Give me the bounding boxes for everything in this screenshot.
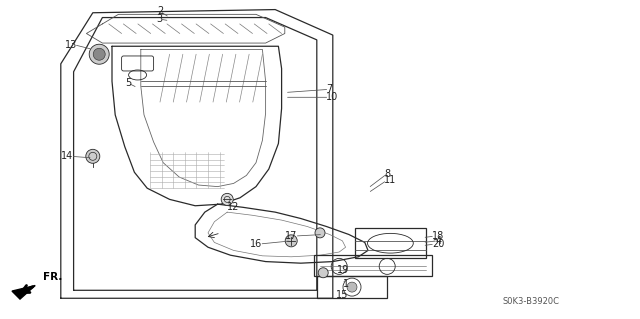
Circle shape (93, 48, 105, 60)
Text: 17: 17 (285, 231, 298, 241)
Circle shape (347, 282, 357, 292)
Text: FR.: FR. (44, 271, 63, 281)
Bar (317, 276, 387, 298)
Circle shape (315, 228, 325, 238)
Text: 19: 19 (337, 264, 349, 275)
Text: S0K3-B3920C: S0K3-B3920C (502, 297, 560, 306)
Circle shape (86, 149, 100, 163)
Text: 7: 7 (326, 84, 333, 94)
Text: 15: 15 (337, 290, 349, 300)
Circle shape (318, 268, 328, 278)
Text: 11: 11 (384, 175, 396, 185)
Text: 3: 3 (157, 14, 163, 24)
Circle shape (285, 235, 297, 247)
Text: 12: 12 (227, 202, 239, 212)
Text: 5: 5 (125, 78, 131, 88)
Text: 18: 18 (432, 231, 444, 241)
Polygon shape (12, 286, 35, 299)
Text: 4: 4 (435, 236, 442, 246)
Text: 2: 2 (157, 6, 163, 16)
Text: 16: 16 (250, 239, 262, 249)
Text: 10: 10 (326, 92, 339, 102)
Text: 20: 20 (432, 239, 444, 249)
Text: 1: 1 (342, 279, 349, 289)
Text: 13: 13 (65, 40, 77, 50)
Circle shape (89, 44, 109, 64)
Bar (314, 255, 432, 276)
Text: 14: 14 (61, 151, 74, 161)
Circle shape (221, 193, 233, 205)
Text: 8: 8 (384, 169, 390, 179)
Bar (355, 228, 426, 258)
